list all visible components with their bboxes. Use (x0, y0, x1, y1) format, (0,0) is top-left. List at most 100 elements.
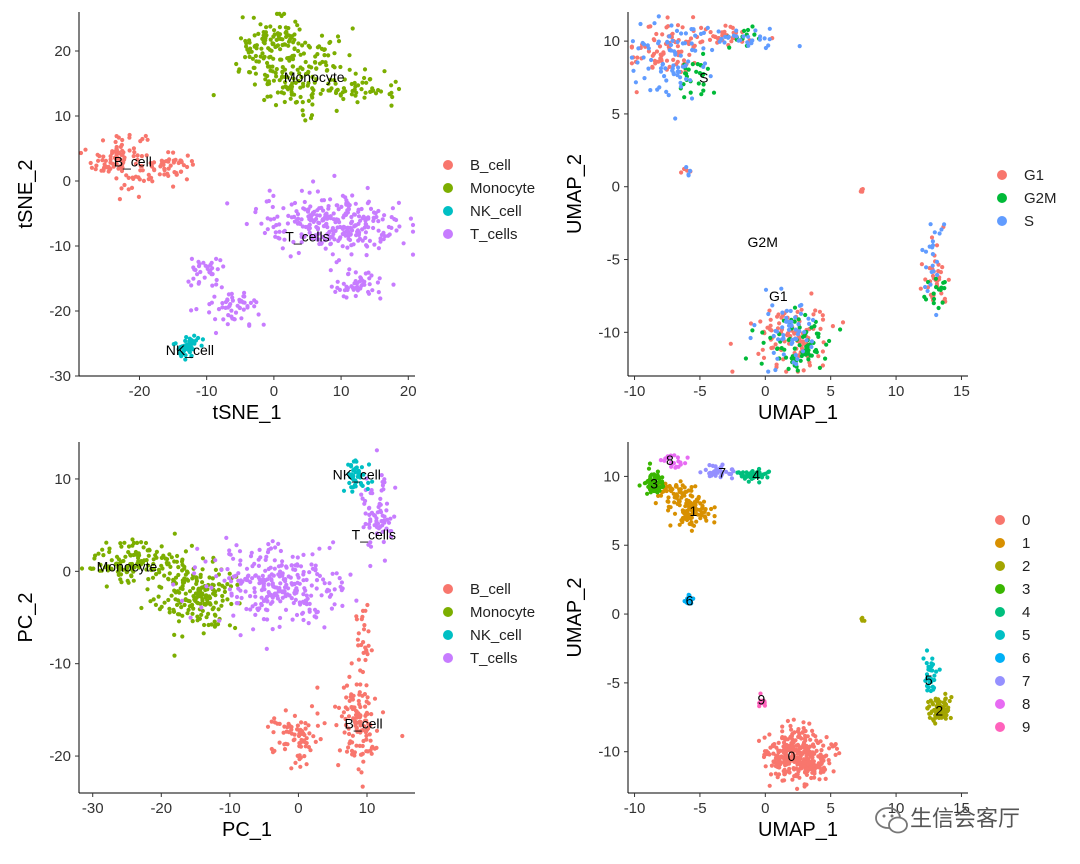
data-point (251, 627, 256, 632)
data-point (796, 317, 801, 322)
data-point (665, 15, 670, 20)
data-point (272, 593, 277, 598)
data-point (382, 520, 387, 525)
data-point (775, 346, 780, 351)
data-point (220, 305, 225, 310)
data-point (79, 566, 85, 571)
umap-clusters-panel: -10 -5 0 5 10 15-10-50510UMAP_1UMAP_201234567… (564, 442, 1030, 841)
data-point (345, 228, 350, 233)
data-point (784, 332, 790, 338)
data-point (280, 595, 285, 600)
data-point (775, 753, 780, 758)
data-point (253, 53, 258, 59)
data-point (690, 509, 695, 514)
data-point (291, 600, 296, 606)
y-tick-label: -10 (598, 324, 620, 341)
data-point (757, 471, 762, 476)
data-point (302, 207, 307, 212)
data-point (339, 204, 344, 209)
data-point (345, 210, 350, 215)
data-point (816, 740, 821, 746)
data-point (811, 759, 817, 764)
data-point (688, 36, 694, 41)
data-point (289, 563, 294, 568)
data-point (782, 778, 787, 783)
cluster-label: 8 (666, 452, 674, 468)
data-point (282, 747, 288, 752)
data-point (306, 98, 311, 103)
data-point (259, 603, 264, 608)
data-point (768, 317, 773, 322)
data-point (96, 551, 101, 556)
data-point (949, 695, 954, 700)
data-point (283, 25, 288, 30)
cluster-label: 9 (757, 691, 765, 707)
data-point (762, 749, 768, 754)
data-point (378, 296, 383, 301)
data-point (641, 55, 646, 60)
data-point (104, 540, 109, 545)
data-point (410, 252, 416, 257)
data-point (268, 601, 273, 606)
data-point (314, 578, 320, 583)
data-point (127, 132, 132, 138)
data-point (108, 160, 113, 165)
data-point (122, 540, 127, 545)
data-point (216, 587, 221, 592)
data-point (307, 570, 312, 575)
data-point (353, 293, 358, 299)
data-point (371, 225, 376, 231)
data-point (288, 96, 293, 101)
data-point (199, 605, 204, 610)
data-point (784, 308, 790, 313)
data-point (214, 574, 219, 579)
data-point (327, 545, 332, 551)
data-point (186, 279, 191, 284)
data-point (307, 607, 312, 612)
umap-clusters-series-1 (653, 479, 717, 533)
data-point (151, 561, 156, 567)
data-point (310, 86, 315, 91)
data-point (314, 236, 319, 242)
data-point (227, 548, 232, 553)
data-point (798, 311, 804, 316)
data-point (790, 744, 796, 749)
data-point (325, 214, 330, 219)
data-point (114, 146, 119, 151)
data-point (805, 734, 810, 739)
data-point (362, 724, 367, 729)
data-point (374, 728, 380, 733)
cluster-label: T_cells (285, 228, 329, 244)
data-point (183, 577, 188, 582)
data-point (176, 619, 182, 624)
data-point (793, 755, 798, 760)
data-point (347, 674, 352, 680)
data-point (210, 283, 215, 288)
data-point (224, 535, 229, 541)
data-point (366, 726, 371, 731)
legend-swatch (443, 183, 453, 193)
data-point (229, 291, 234, 296)
data-point (238, 633, 243, 638)
data-point (929, 269, 934, 275)
data-point (363, 718, 368, 723)
data-point (286, 586, 291, 591)
cluster-label: 3 (650, 475, 658, 491)
data-point (280, 37, 285, 42)
data-point (233, 310, 239, 315)
data-point (795, 332, 801, 337)
data-point (331, 211, 336, 216)
y-tick-label: 0 (612, 179, 620, 196)
data-point (301, 81, 306, 86)
data-point (652, 472, 657, 477)
data-point (172, 588, 177, 593)
data-point (327, 581, 332, 586)
data-point (788, 723, 793, 729)
data-point (646, 49, 652, 54)
data-point (188, 615, 193, 620)
data-point (266, 582, 271, 587)
data-point (172, 559, 177, 564)
data-point (146, 563, 151, 568)
data-point (327, 40, 332, 46)
data-point (225, 582, 230, 587)
